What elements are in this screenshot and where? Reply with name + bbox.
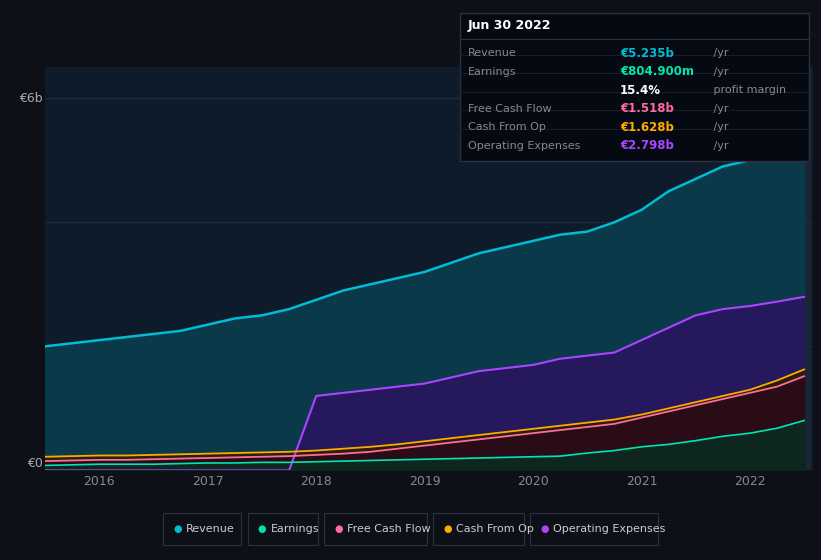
Text: /yr: /yr — [710, 49, 729, 58]
Text: Earnings: Earnings — [271, 524, 319, 534]
Text: €5.235b: €5.235b — [620, 47, 674, 60]
Text: Earnings: Earnings — [468, 67, 516, 77]
Text: ●: ● — [334, 524, 342, 534]
Text: Free Cash Flow: Free Cash Flow — [347, 524, 431, 534]
Text: Revenue: Revenue — [186, 524, 235, 534]
Text: ●: ● — [258, 524, 266, 534]
Bar — [722, 67, 810, 470]
Text: ●: ● — [173, 524, 181, 534]
Text: €1.628b: €1.628b — [620, 121, 674, 134]
Text: Free Cash Flow: Free Cash Flow — [468, 104, 552, 114]
Text: €6b: €6b — [19, 92, 43, 105]
Text: €0: €0 — [27, 458, 43, 470]
Text: ●: ● — [540, 524, 548, 534]
Text: €2.798b: €2.798b — [620, 139, 674, 152]
Text: /yr: /yr — [710, 104, 729, 114]
Text: profit margin: profit margin — [710, 86, 787, 95]
Text: Cash From Op: Cash From Op — [456, 524, 534, 534]
Text: /yr: /yr — [710, 67, 729, 77]
Text: /yr: /yr — [710, 123, 729, 132]
Text: €804.900m: €804.900m — [620, 66, 694, 78]
Text: /yr: /yr — [710, 141, 729, 151]
Text: Cash From Op: Cash From Op — [468, 123, 546, 132]
Text: Operating Expenses: Operating Expenses — [468, 141, 580, 151]
Text: Jun 30 2022: Jun 30 2022 — [468, 18, 552, 31]
Text: Revenue: Revenue — [468, 49, 516, 58]
Text: 15.4%: 15.4% — [620, 84, 661, 97]
Text: ●: ● — [443, 524, 452, 534]
Text: €1.518b: €1.518b — [620, 102, 674, 115]
Text: Operating Expenses: Operating Expenses — [553, 524, 666, 534]
